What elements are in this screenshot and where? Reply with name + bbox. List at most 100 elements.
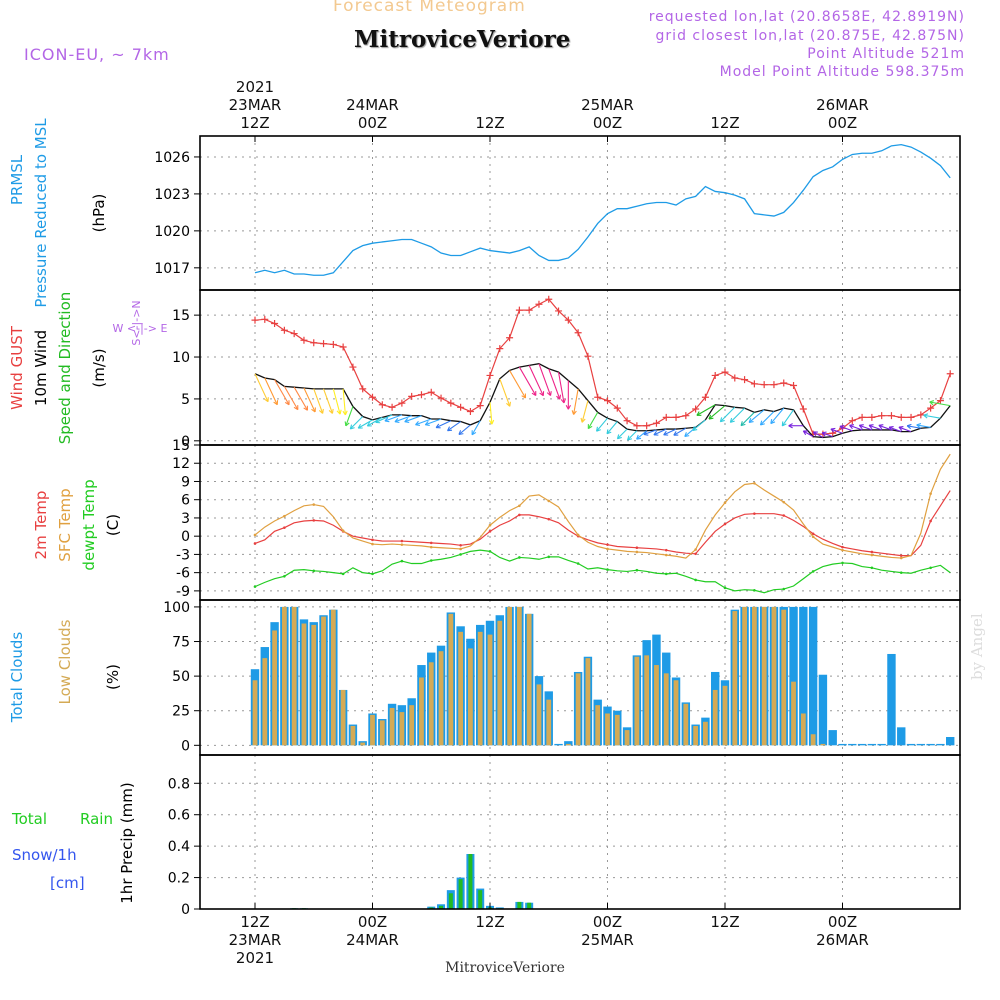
temperature-point xyxy=(253,542,257,545)
wind-direction-arrow xyxy=(719,406,736,423)
y-tick-label: 50 xyxy=(172,669,190,685)
temperature-point xyxy=(547,499,551,503)
total-cloud-bar xyxy=(857,743,867,746)
temperature-point xyxy=(899,554,903,557)
time-label-top: 12Z xyxy=(710,114,739,132)
time-label-top: 00Z xyxy=(593,114,622,132)
low-cloud-bar xyxy=(468,648,473,746)
wind-direction-arrow xyxy=(499,378,512,407)
gust-point-marker xyxy=(476,402,484,410)
temperature-point xyxy=(400,539,404,543)
gust-point-marker xyxy=(506,334,514,342)
temperature-point xyxy=(312,519,316,522)
wind-direction-arrow xyxy=(323,388,334,414)
wind-direction-arrow xyxy=(342,388,348,416)
low-cloud-bar xyxy=(311,624,317,746)
low-cloud-bar xyxy=(712,689,718,746)
temperature-point xyxy=(400,543,404,546)
gust-point-marker xyxy=(261,315,269,323)
gust-point-marker xyxy=(887,412,895,420)
gust-point-marker xyxy=(280,326,288,334)
rain-precip-bar xyxy=(478,890,483,909)
time-label-top: 25MAR xyxy=(581,96,634,114)
temperature-point xyxy=(459,553,462,556)
low-cloud-bar xyxy=(624,730,630,746)
wind-direction-arrow xyxy=(770,407,785,425)
temperature-points xyxy=(253,481,932,560)
low-cloud-bar xyxy=(565,743,571,746)
gust-point-marker xyxy=(652,419,660,427)
low-cloud-bar xyxy=(575,673,581,746)
time-label-bottom: 12Z xyxy=(240,913,269,931)
page-title: MitroviceVeriore xyxy=(354,26,571,53)
gust-point-marker xyxy=(858,413,866,421)
low-cloud-bar xyxy=(419,677,424,746)
forecast-meteogram-label: Forecast Meteogram xyxy=(333,0,526,16)
gust-point-marker xyxy=(917,411,925,419)
gust-point-marker xyxy=(848,417,856,425)
precip-label-cm: [cm] xyxy=(50,874,85,892)
compass-ns-axis: S<-|->N xyxy=(130,300,143,345)
total-cloud-bar xyxy=(906,743,916,746)
gust-point-marker xyxy=(417,391,425,399)
clouds-label-total: Total Clouds xyxy=(8,632,26,724)
low-cloud-bar xyxy=(536,684,542,746)
gust-point-marker xyxy=(486,371,494,379)
temperature-point xyxy=(606,568,609,571)
temperature-point xyxy=(459,543,462,547)
y-tick-label: 6 xyxy=(181,493,190,509)
gust-point-marker xyxy=(780,379,788,387)
low-cloud-bar xyxy=(722,685,728,746)
y-tick-label: 0.2 xyxy=(168,871,190,887)
low-cloud-bar xyxy=(281,606,287,746)
low-cloud-bar xyxy=(272,630,277,746)
temperature-point xyxy=(664,572,668,576)
temperature-point xyxy=(723,522,727,526)
temperature-point xyxy=(841,561,844,565)
total-cloud-bar xyxy=(838,743,847,746)
wind-direction-arrow xyxy=(587,412,599,430)
low-cloud-bar xyxy=(477,631,483,746)
panel-frame-wind xyxy=(199,289,961,446)
temperature-point xyxy=(929,492,932,495)
low-cloud-bar xyxy=(301,623,307,746)
wind-direction-arrow xyxy=(565,380,571,410)
low-cloud-bar xyxy=(291,606,297,746)
gust-point-marker xyxy=(427,388,435,396)
temperature-point xyxy=(870,553,874,557)
wind-direction-arrow xyxy=(548,368,562,400)
y-tick-label: 25 xyxy=(172,704,190,720)
temperature-point xyxy=(488,530,492,533)
temperature-point xyxy=(782,587,786,591)
wind-direction-arrow xyxy=(580,400,589,423)
wind-direction-arrow xyxy=(929,400,951,407)
wind-direction-arrow xyxy=(538,363,552,397)
rain-precip-bar xyxy=(439,905,444,909)
total-cloud-bar xyxy=(818,674,828,746)
wind-direction-arrow xyxy=(849,424,863,431)
gust-point-marker xyxy=(574,329,582,337)
y-tick-label: -3 xyxy=(176,547,190,563)
pressure-label-prmsl: PRMSL xyxy=(8,154,26,205)
temperature-point xyxy=(429,545,433,549)
low-cloud-bar xyxy=(800,713,806,746)
point-altitude: Point Altitude 521m xyxy=(807,46,965,62)
y-tick-label: 0.8 xyxy=(168,776,190,792)
gust-point-marker xyxy=(878,412,886,420)
temperature-point xyxy=(870,566,874,570)
time-label-bottom: 12Z xyxy=(475,913,504,931)
temperature-point xyxy=(547,517,551,521)
total-cloud-bar xyxy=(848,743,857,746)
low-cloud-bar xyxy=(487,634,493,746)
y-tick-label: 0 xyxy=(181,434,190,450)
temperature-point xyxy=(635,546,639,550)
temp-label-2m: 2m Temp xyxy=(32,491,50,560)
temperature-point xyxy=(811,570,815,573)
y-tick-label: 100 xyxy=(163,600,190,616)
wind-direction-arrow xyxy=(821,431,833,438)
wind-direction-arrow xyxy=(458,424,471,436)
temperature-point xyxy=(283,526,286,529)
temperature-point xyxy=(547,555,551,559)
gust-point-marker xyxy=(466,407,474,415)
y-tick-label: 75 xyxy=(172,635,190,651)
